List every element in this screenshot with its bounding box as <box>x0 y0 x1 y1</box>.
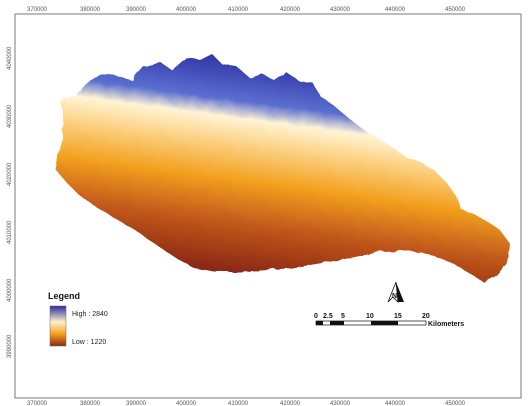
y-tick-left: 4040000 <box>7 46 13 70</box>
x-tick-top: 410000 <box>228 7 249 13</box>
svg-text:N: N <box>392 293 397 300</box>
x-tick-top: 430000 <box>330 7 351 13</box>
legend-title: Legend <box>48 291 80 301</box>
scale-label: 20 <box>422 313 430 320</box>
y-tick-left: 4020000 <box>7 162 13 186</box>
x-tick-bottom: 410000 <box>228 401 249 406</box>
x-tick-bottom: 370000 <box>27 401 48 406</box>
x-tick-top: 420000 <box>280 7 301 13</box>
scale-label: 15 <box>394 313 402 320</box>
y-axis-left: 4040000 4030000 4020000 4010000 4000000 … <box>7 46 13 358</box>
y-tick-left: 4030000 <box>7 104 13 128</box>
scale-label: 2.5 <box>323 313 333 320</box>
x-tick-top: 440000 <box>385 7 406 13</box>
scale-label: 10 <box>366 313 374 320</box>
x-tick-top: 380000 <box>80 7 101 13</box>
x-tick-bottom: 400000 <box>176 401 197 406</box>
y-tick-left: 3990000 <box>7 334 13 358</box>
legend-color-ramp <box>49 305 67 347</box>
x-tick-bottom: 440000 <box>385 401 406 406</box>
scale-label: 5 <box>341 313 345 320</box>
x-axis-bottom: 370000 380000 390000 400000 410000 42000… <box>27 401 466 406</box>
elevation-raster <box>56 54 510 282</box>
x-tick-top: 400000 <box>176 7 197 13</box>
x-tick-bottom: 420000 <box>280 401 301 406</box>
legend: Legend High : 2840 Low : 1220 <box>48 291 108 347</box>
y-tick-left: 4010000 <box>7 220 13 244</box>
x-tick-top: 370000 <box>27 7 48 13</box>
north-arrow-icon: N <box>387 281 404 304</box>
x-tick-bottom: 390000 <box>126 401 147 406</box>
scale-unit: Kilometers <box>428 321 464 328</box>
y-tick-left: 4000000 <box>7 278 13 302</box>
x-tick-bottom: 430000 <box>330 401 351 406</box>
legend-low-label: Low : 1220 <box>72 339 106 346</box>
x-tick-top: 450000 <box>445 7 466 13</box>
x-tick-bottom: 450000 <box>445 401 466 406</box>
scale-label: 0 <box>314 313 318 320</box>
x-axis-top: 370000 380000 390000 400000 410000 42000… <box>27 7 466 13</box>
x-tick-bottom: 380000 <box>80 401 101 406</box>
scale-bar: 0 2.5 5 10 15 20 Kilometers <box>314 313 464 328</box>
legend-high-label: High : 2840 <box>72 311 108 318</box>
x-tick-top: 390000 <box>126 7 147 13</box>
